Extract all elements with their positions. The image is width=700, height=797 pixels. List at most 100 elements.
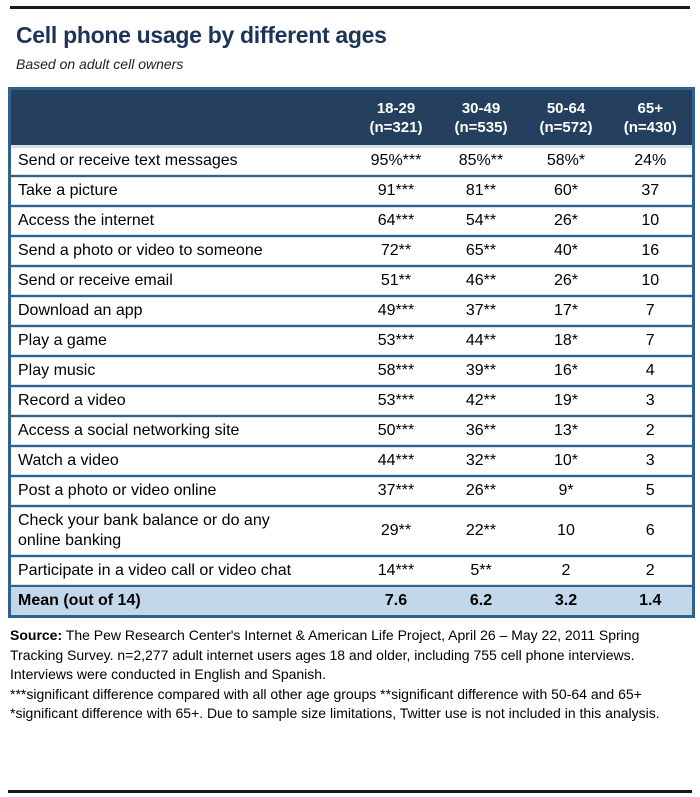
cell-value: 36** (438, 415, 524, 446)
cell-value: 7.6 (353, 585, 439, 617)
cell-value: 2 (608, 555, 694, 586)
row-label: Mean (out of 14) (9, 585, 354, 617)
cell-value: 19* (523, 385, 609, 416)
page-subtitle: Based on adult cell owners (16, 56, 184, 72)
cell-value: 2 (608, 415, 694, 446)
source-text: The Pew Research Center's Internet & Ame… (10, 627, 640, 682)
cell-value: 10 (608, 205, 694, 236)
cell-value: 2 (523, 555, 609, 586)
page-title: Cell phone usage by different ages (16, 22, 387, 48)
row-label: Watch a video (9, 445, 354, 476)
cell-value: 58*** (353, 355, 439, 386)
cell-value: 58%* (523, 146, 609, 176)
cell-value: 16 (608, 235, 694, 266)
cell-value: 3.2 (523, 585, 609, 617)
table-row: Send a photo or video to someone 72** 65**… (9, 235, 694, 266)
cell-value: 16* (523, 355, 609, 386)
cell-value: 5** (438, 555, 524, 586)
table-row: Participate in a video call or video cha… (9, 555, 694, 586)
cell-value: 72** (353, 235, 439, 266)
cell-value: 50*** (353, 415, 439, 446)
cell-value: 13* (523, 415, 609, 446)
cell-value: 10 (523, 505, 609, 556)
column-header: 18-29 (n=321) (353, 88, 439, 147)
row-label: Take a picture (9, 175, 354, 206)
table-row: Check your bank balance or do any online… (9, 505, 694, 556)
row-label: Send a photo or video to someone (9, 235, 354, 266)
cell-value: 9* (523, 475, 609, 506)
row-label: Post a photo or video online (9, 475, 354, 506)
cell-value: 18* (523, 325, 609, 356)
cell-value: 65** (438, 235, 524, 266)
table-row: Post a photo or video online 37*** 26** 9* 5 (9, 475, 694, 506)
table-row: Watch a video 44*** 32** 10* 3 (9, 445, 694, 476)
cell-value: 46** (438, 265, 524, 296)
cell-value: 10* (523, 445, 609, 476)
cell-value: 5 (608, 475, 694, 506)
row-label: Check your bank balance or do any online… (9, 505, 354, 556)
cell-value: 91*** (353, 175, 439, 206)
cell-value: 3 (608, 445, 694, 476)
row-label: Access a social networking site (9, 415, 354, 446)
bottom-divider (8, 790, 692, 793)
cell-value: 44*** (353, 445, 439, 476)
row-label: Download an app (9, 295, 354, 326)
cell-value: 37 (608, 175, 694, 206)
top-divider (10, 6, 690, 9)
cell-value: 40* (523, 235, 609, 266)
source-note: Source: The Pew Research Center's Intern… (10, 626, 662, 685)
row-label: Send or receive email (9, 265, 354, 296)
table-body: Send or receive text messages 95%*** 85%**… (9, 146, 694, 617)
cell-value: 53*** (353, 385, 439, 416)
table-row: Record a video 53*** 42** 19* 3 (9, 385, 694, 416)
cell-value: 51** (353, 265, 439, 296)
cell-value: 24% (608, 146, 694, 176)
cell-value: 64*** (353, 205, 439, 236)
row-label: Record a video (9, 385, 354, 416)
table-row: Access a social networking site 50*** 36**… (9, 415, 694, 446)
table-row: Send or receive email 51** 46** 26* 10 (9, 265, 694, 296)
table-row: Play music 58*** 39** 16* 4 (9, 355, 694, 386)
table-footer: Source: The Pew Research Center's Intern… (10, 626, 662, 724)
cell-value: 3 (608, 385, 694, 416)
cell-value: 6.2 (438, 585, 524, 617)
cell-value: 37*** (353, 475, 439, 506)
column-header: 50-64 (n=572) (523, 88, 609, 147)
row-label: Play music (9, 355, 354, 386)
cell-value: 22** (438, 505, 524, 556)
cell-value: 26** (438, 475, 524, 506)
column-header: 65+ (n=430) (608, 88, 694, 147)
table-row: Download an app 49*** 37** 17* 7 (9, 295, 694, 326)
cell-value: 95%*** (353, 146, 439, 176)
significance-notes: ***significant difference compared with … (10, 685, 660, 722)
cell-value: 44** (438, 325, 524, 356)
table-row: Play a game 53*** 44** 18* 7 (9, 325, 694, 356)
cell-value: 7 (608, 325, 694, 356)
row-label: Play a game (9, 325, 354, 356)
cell-value: 14*** (353, 555, 439, 586)
table-row: Take a picture 91*** 81** 60* 37 (9, 175, 694, 206)
row-label: Participate in a video call or video cha… (9, 555, 354, 586)
cell-value: 32** (438, 445, 524, 476)
cell-value: 37** (438, 295, 524, 326)
cell-value: 42** (438, 385, 524, 416)
cell-value: 17* (523, 295, 609, 326)
mean-row: Mean (out of 14) 7.6 6.2 3.2 1.4 (9, 585, 694, 617)
source-label: Source: (10, 627, 63, 643)
column-header: 30-49 (n=535) (438, 88, 524, 147)
cell-value: 54** (438, 205, 524, 236)
cell-value: 4 (608, 355, 694, 386)
cell-value: 26* (523, 265, 609, 296)
cell-value: 81** (438, 175, 524, 206)
table-header-row: 18-29 (n=321) 30-49 (n=535) 50-64 (n=572) 65+(… (9, 88, 694, 147)
usage-table: 18-29 (n=321) 30-49 (n=535) 50-64 (n=572) 65+(… (8, 87, 695, 618)
row-label: Access the internet (9, 205, 354, 236)
cell-value: 29** (353, 505, 439, 556)
cell-value: 6 (608, 505, 694, 556)
header-corner-cell (9, 88, 354, 147)
cell-value: 53*** (353, 325, 439, 356)
cell-value: 60* (523, 175, 609, 206)
cell-value: 7 (608, 295, 694, 326)
cell-value: 10 (608, 265, 694, 296)
